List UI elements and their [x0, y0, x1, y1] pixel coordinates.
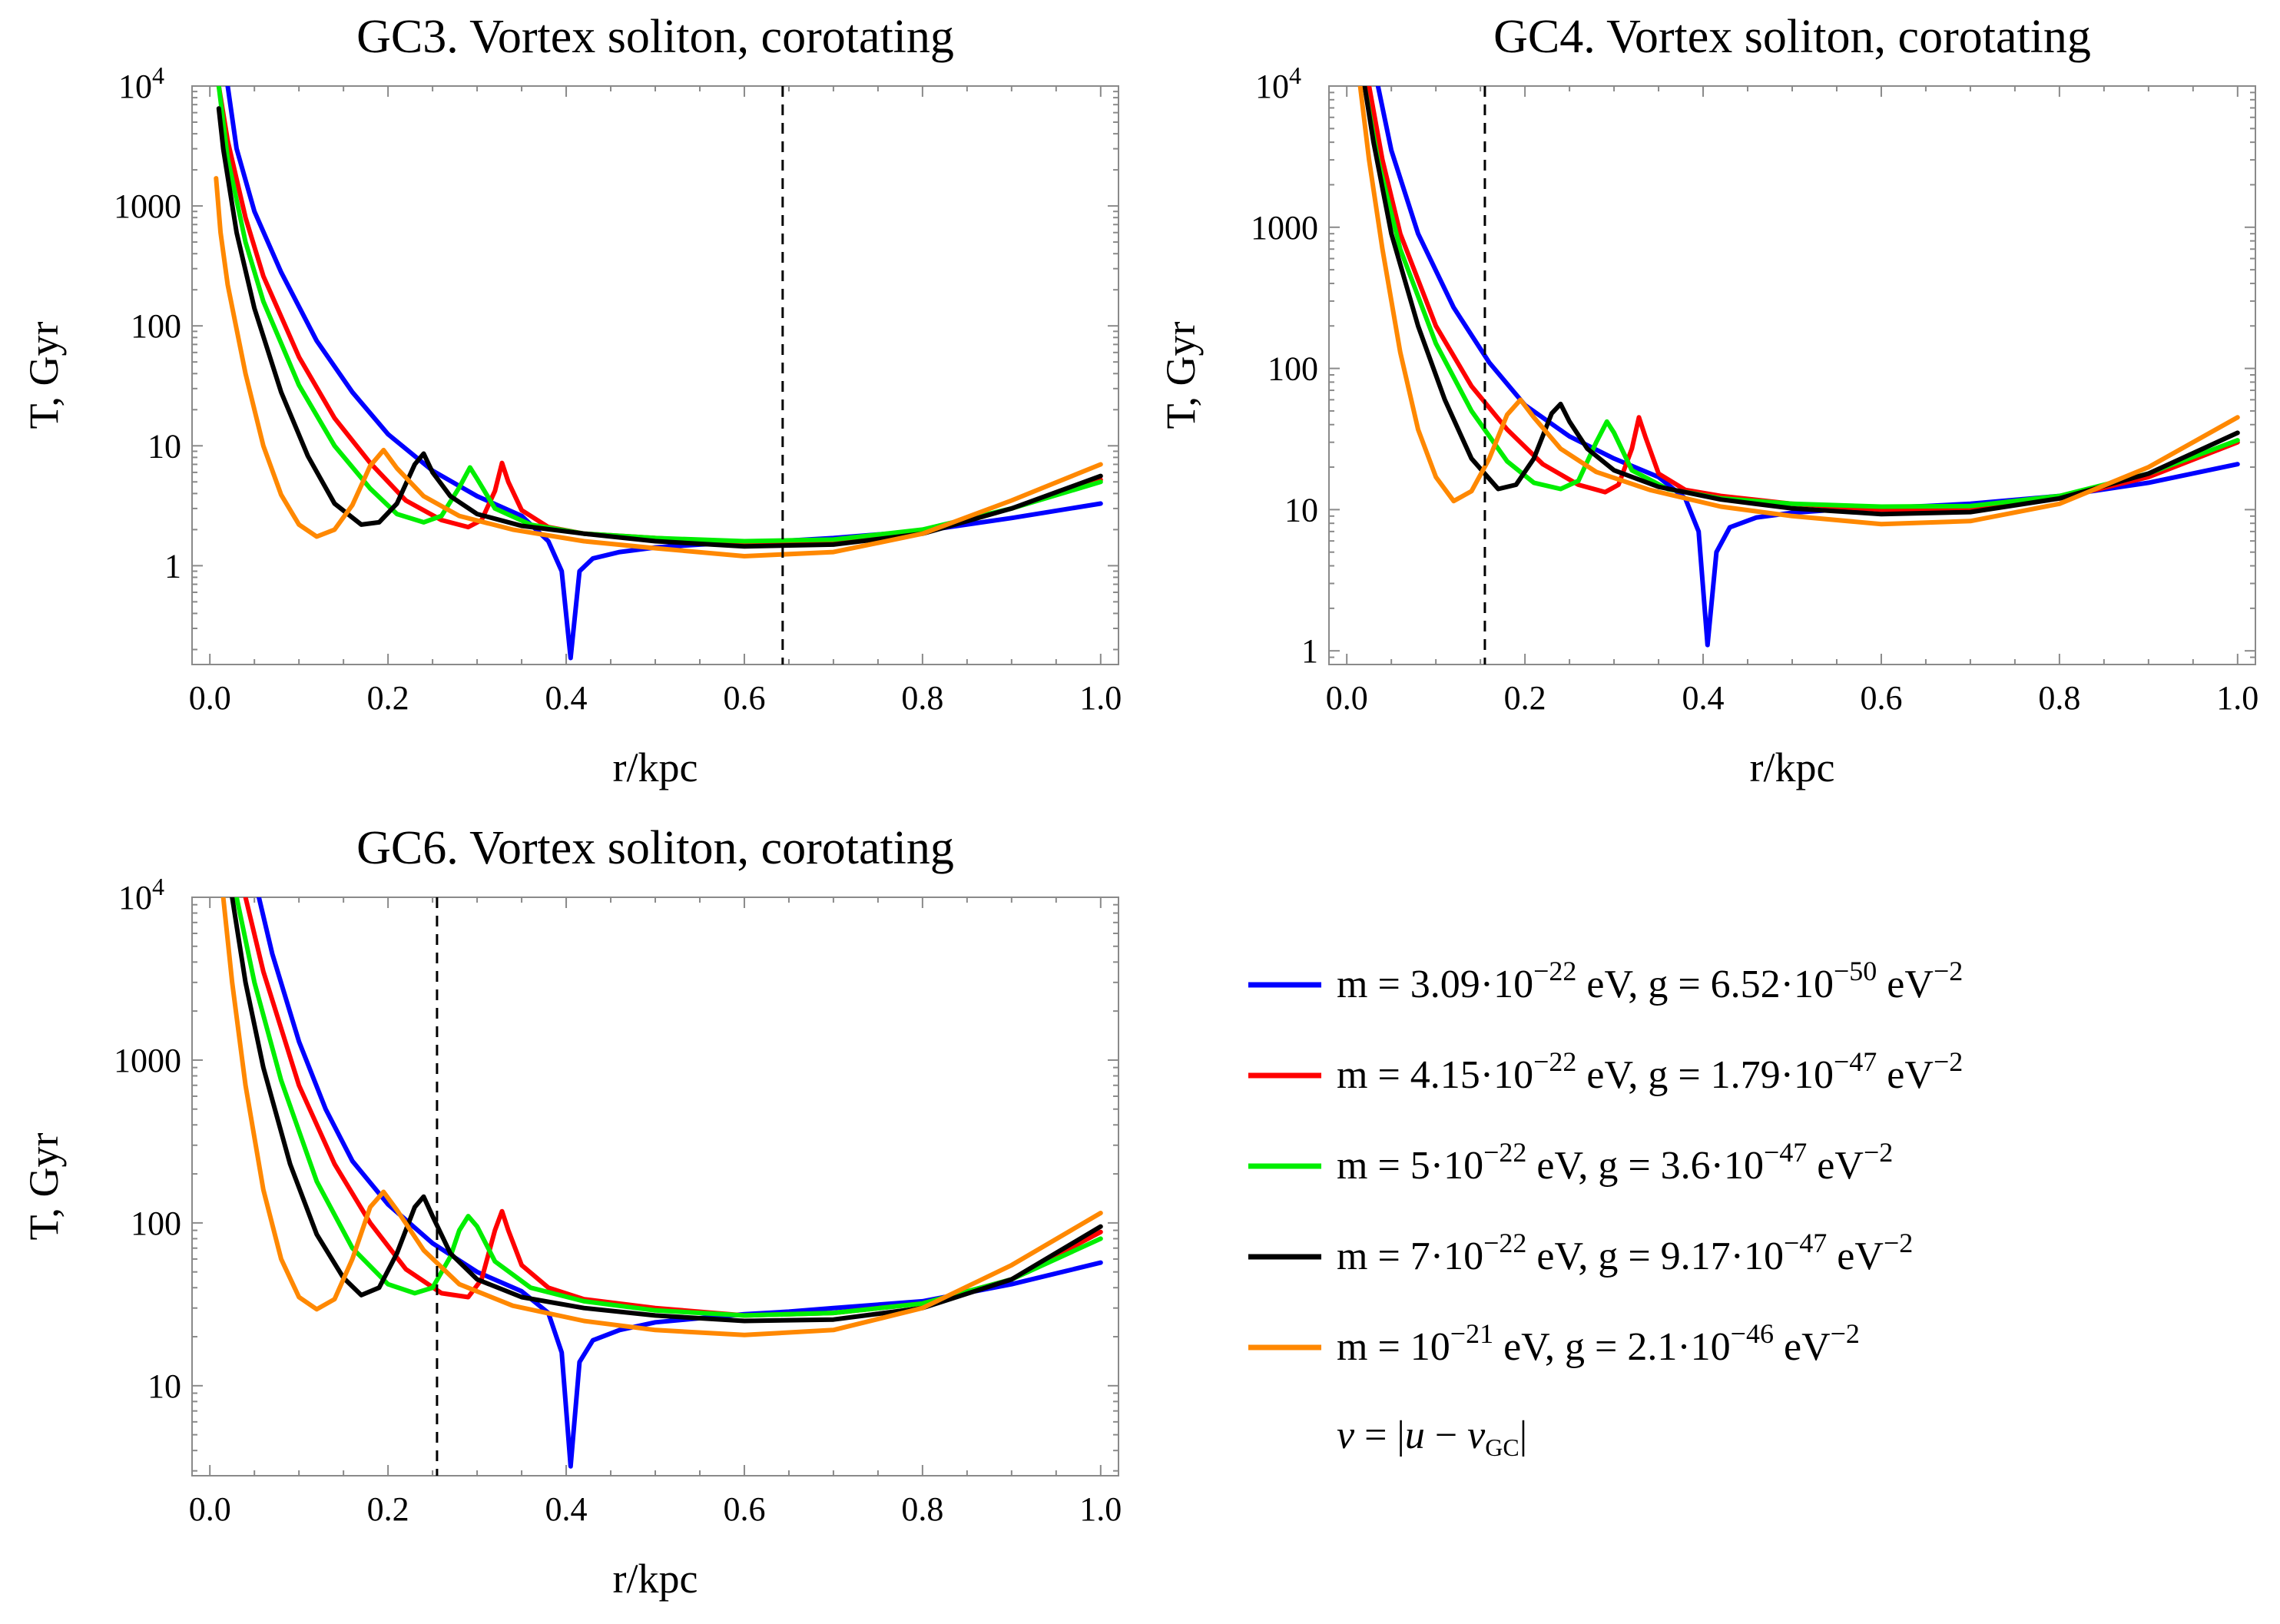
y-tick-label: 10 — [1284, 491, 1318, 529]
panel-gc6: GC6. Vortex soliton, corotating 0.0 0.2 0.4… — [21, 822, 1122, 1602]
y-tick-label: 10 — [147, 1367, 181, 1405]
x-axis-label: r/kpc — [613, 744, 698, 790]
series-line-green — [216, 86, 1103, 544]
series-group — [214, 86, 1103, 661]
legend-entry-green: m = 5·10−22 eV, g = 3.6·10−47 eV−2 — [1248, 1137, 1893, 1188]
legend-entry-orange: m = 10−21 eV, g = 2.1·10−46 eV−2 — [1248, 1318, 1860, 1369]
x-axis-label: r/kpc — [1750, 744, 1835, 790]
x-tick-label: 0.0 — [189, 1490, 231, 1528]
legend-label-black: m = 7·10−22 eV, g = 9.17·10−47 eV−2 — [1337, 1228, 1913, 1278]
plot-frame — [191, 897, 1119, 1477]
x-tick-label: 0.8 — [901, 1490, 943, 1528]
y-tick-label: 1 — [1301, 632, 1318, 670]
y-tick-label: 1000 — [114, 1042, 181, 1079]
x-tick-label: 0.8 — [901, 679, 943, 717]
chart-title-gc6: GC6. Vortex soliton, corotating — [356, 822, 954, 874]
x-tick-label: 1.0 — [2216, 679, 2258, 717]
panel-gc4: GC4. Vortex soliton, corotating 0.0 0.2 0.4… — [1158, 11, 2258, 790]
series-line-orange — [220, 897, 1103, 1337]
x-tick-label: 0.6 — [723, 679, 765, 717]
y-tick-label: 104 — [1255, 61, 1301, 105]
legend-entry-blue: m = 3.09·10−22 eV, g = 6.52·10−50 eV−2 — [1248, 956, 1963, 1006]
series-line-black — [216, 106, 1103, 549]
y-tick-label: 104 — [118, 873, 164, 916]
x-tick-label: 1.0 — [1079, 679, 1122, 717]
series-line-blue — [1375, 86, 2240, 648]
y-tick-label: 104 — [118, 61, 164, 105]
chart-title-gc4: GC4. Vortex soliton, corotating — [1493, 11, 2091, 63]
x-tick-label: 0.2 — [367, 679, 409, 717]
x-tick-label: 0.4 — [545, 679, 588, 717]
x-tick-label: 0.2 — [1504, 679, 1546, 717]
x-axis-label: r/kpc — [613, 1556, 698, 1602]
series-line-black — [230, 897, 1103, 1324]
plot-frame — [1328, 85, 2256, 665]
series-line-red — [243, 897, 1103, 1318]
y-tick-label: 100 — [1268, 350, 1318, 388]
legend-entry-black: m = 7·10−22 eV, g = 9.17·10−47 eV−2 — [1248, 1228, 1913, 1278]
y-axis-label: T, Gyr — [21, 322, 67, 429]
y-tick-label: 1000 — [114, 187, 181, 225]
y-tick-label: 1 — [164, 547, 181, 585]
y-axis-label: T, Gyr — [21, 1133, 67, 1241]
y-tick-label: 100 — [131, 307, 181, 345]
x-tick-label: 0.2 — [367, 1490, 409, 1528]
series-group — [1357, 86, 2240, 648]
legend-label-orange: m = 10−21 eV, g = 2.1·10−46 eV−2 — [1337, 1318, 1860, 1369]
x-tick-label: 0.6 — [723, 1490, 765, 1528]
panel-gc3: GC3. Vortex soliton, corotating 0.0 0.2 0.4… — [21, 11, 1122, 790]
y-tick-label: 1000 — [1251, 209, 1318, 247]
series-line-red — [1367, 86, 2240, 512]
legend-label-red: m = 4.15·10−22 eV, g = 1.79·10−47 eV−2 — [1337, 1046, 1963, 1097]
series-line-orange — [214, 176, 1103, 558]
x-tick-label: 1.0 — [1079, 1490, 1122, 1528]
series-line-blue — [257, 897, 1103, 1469]
x-tick-label: 0.0 — [189, 679, 231, 717]
x-tick-label: 0.0 — [1326, 679, 1368, 717]
legend-label-blue: m = 3.09·10−22 eV, g = 6.52·10−50 eV−2 — [1337, 956, 1963, 1006]
legend: m = 3.09·10−22 eV, g = 6.52·10−50 eV−2 m… — [1248, 956, 1963, 1461]
x-tick-label: 0.4 — [545, 1490, 588, 1528]
series-line-blue — [225, 86, 1103, 661]
series-group — [220, 897, 1103, 1469]
y-axis-label: T, Gyr — [1158, 322, 1204, 429]
y-tick-label: 10 — [147, 427, 181, 465]
legend-entry-red: m = 4.15·10−22 eV, g = 1.79·10−47 eV−2 — [1248, 1046, 1963, 1097]
velocity-note: v = |u − vGC| — [1337, 1414, 1527, 1461]
legend-label-green: m = 5·10−22 eV, g = 3.6·10−47 eV−2 — [1337, 1137, 1893, 1188]
y-tick-label: 100 — [131, 1205, 181, 1242]
series-line-green — [234, 897, 1103, 1318]
plot-frame — [191, 85, 1119, 665]
chart-title-gc3: GC3. Vortex soliton, corotating — [356, 11, 954, 63]
x-tick-label: 0.6 — [1860, 679, 1902, 717]
series-line-green — [1362, 86, 2240, 509]
series-line-black — [1362, 86, 2240, 517]
x-tick-label: 0.8 — [2038, 679, 2080, 717]
x-tick-label: 0.4 — [1682, 679, 1725, 717]
series-line-red — [216, 86, 1103, 545]
series-line-orange — [1357, 86, 2240, 527]
